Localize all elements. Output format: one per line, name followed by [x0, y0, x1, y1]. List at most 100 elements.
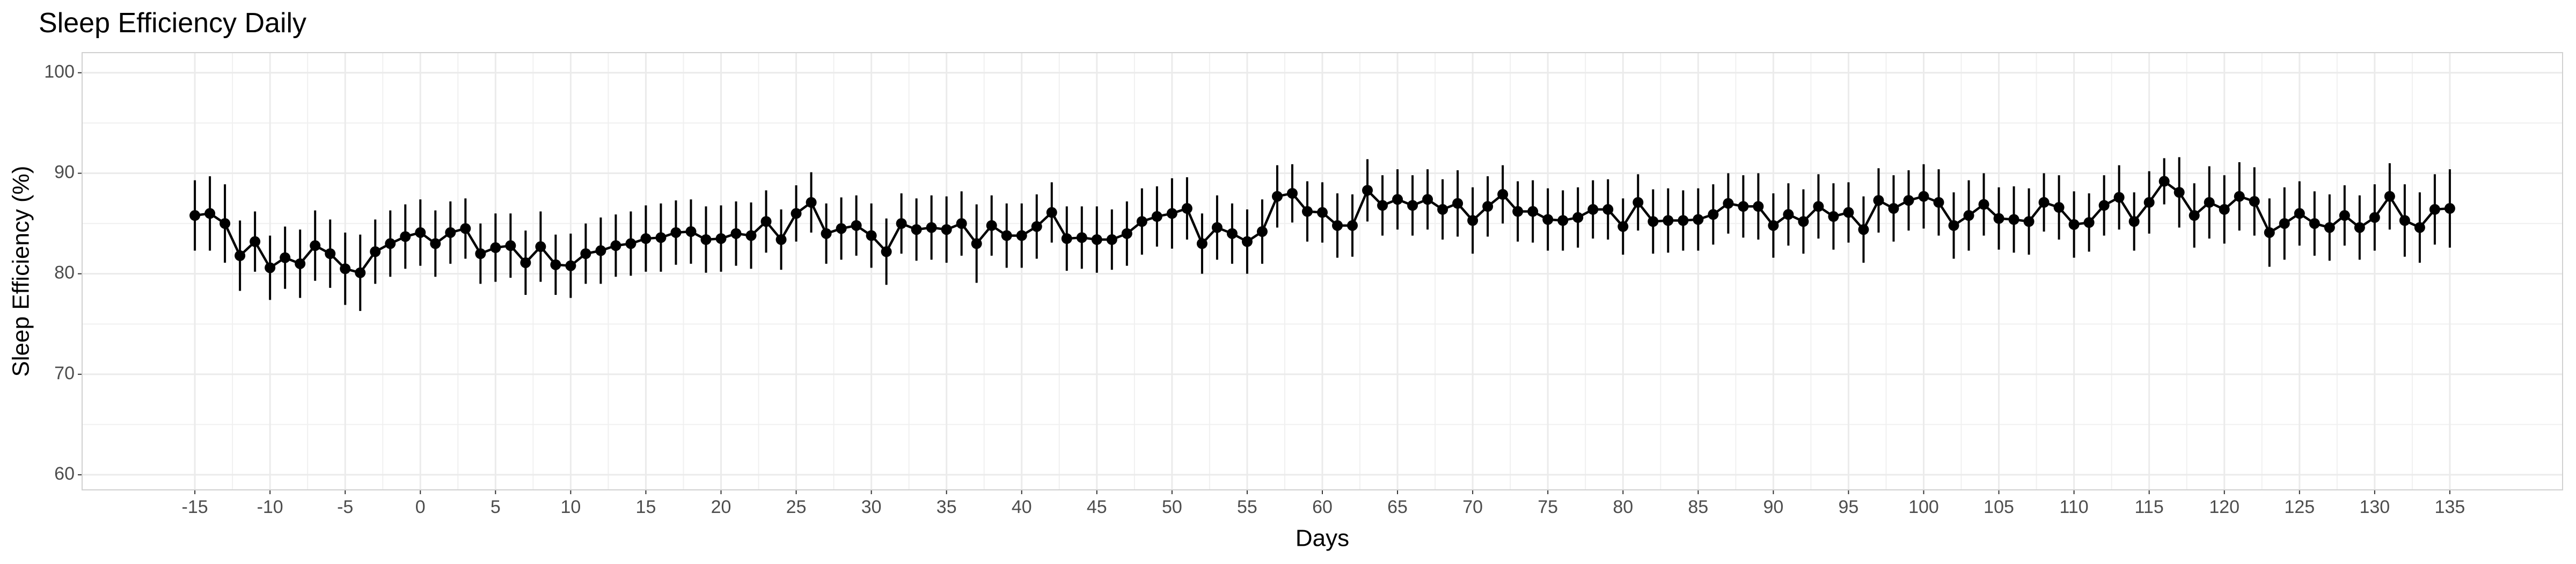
point [1061, 233, 1072, 244]
point [520, 257, 531, 269]
point [2053, 202, 2065, 213]
y-axis-title: Sleep Efficiency (%) [8, 166, 34, 377]
point [385, 238, 396, 249]
point [670, 227, 682, 238]
chart-title: Sleep Efficiency Daily [39, 8, 306, 39]
point [1256, 226, 1268, 237]
point [1121, 228, 1132, 239]
point [1828, 211, 1839, 222]
point [550, 259, 561, 270]
point [2369, 212, 2380, 223]
point [911, 224, 922, 235]
point [851, 220, 862, 231]
point [1211, 222, 1223, 233]
x-tick-label: 130 [2359, 497, 2390, 517]
point [505, 240, 516, 251]
x-tick-label: 45 [1087, 497, 1107, 517]
point [2264, 227, 2275, 238]
point [1933, 197, 1944, 208]
point [866, 230, 877, 241]
point [355, 267, 366, 278]
x-tick-label: -5 [337, 497, 353, 517]
point [340, 263, 351, 274]
x-tick-label: 75 [1538, 497, 1558, 517]
x-tick-label: 95 [1839, 497, 1859, 517]
point [625, 238, 636, 249]
point [2324, 222, 2335, 233]
x-tick-label: 25 [786, 497, 807, 517]
point [2444, 203, 2455, 214]
point [1497, 189, 1509, 200]
point [715, 233, 727, 244]
point [430, 238, 441, 249]
point [2083, 217, 2095, 228]
point [1663, 215, 1674, 226]
point [1377, 200, 1388, 211]
point [2339, 210, 2350, 221]
point [2219, 204, 2230, 215]
point [1843, 207, 1854, 218]
x-tick-label: 80 [1613, 497, 1633, 517]
y-tick-label: 90 [54, 162, 75, 183]
point [189, 210, 201, 221]
point [2143, 197, 2155, 208]
point [280, 252, 291, 263]
point [1317, 207, 1328, 218]
point [1286, 187, 1298, 199]
point [370, 246, 381, 257]
point [219, 218, 231, 229]
point [1542, 214, 1554, 225]
point [2414, 222, 2425, 233]
point [460, 223, 471, 234]
point [595, 245, 606, 256]
point [1271, 191, 1283, 202]
point [580, 248, 591, 259]
point [325, 248, 336, 259]
point [1031, 221, 1042, 232]
point [1948, 220, 1959, 231]
point [2294, 208, 2305, 219]
x-tick-label: 115 [2135, 497, 2164, 517]
point [1467, 215, 1479, 226]
x-tick-label: 105 [1984, 497, 2014, 517]
point [1723, 198, 1734, 209]
point [1527, 206, 1539, 217]
point [1873, 195, 1884, 206]
x-tick-label: 90 [1763, 497, 1783, 517]
point [1783, 209, 1794, 220]
point [490, 242, 501, 254]
point [896, 218, 907, 229]
point [1437, 204, 1448, 215]
point [1392, 194, 1403, 205]
point [565, 260, 576, 271]
x-tick-label: 120 [2209, 497, 2240, 517]
point [2189, 210, 2200, 221]
point [1557, 215, 1569, 226]
point [836, 223, 847, 234]
point [745, 230, 757, 241]
point [2113, 192, 2125, 203]
x-tick-label: 50 [1162, 497, 1182, 517]
point [1993, 213, 2004, 224]
point [1347, 220, 1358, 231]
point [1512, 206, 1524, 217]
point [2158, 176, 2170, 187]
point [250, 236, 261, 247]
point [2128, 216, 2140, 227]
point [881, 246, 892, 257]
point [2008, 214, 2019, 225]
point [1587, 204, 1599, 215]
point [1753, 201, 1764, 212]
x-tick-label: 65 [1387, 497, 1408, 517]
point [2204, 197, 2215, 208]
x-tick-label: 135 [2435, 497, 2465, 517]
point [265, 262, 276, 273]
x-tick-label: 60 [1312, 497, 1333, 517]
point [1813, 201, 1824, 212]
point [941, 224, 952, 235]
point [295, 258, 306, 269]
point [971, 238, 982, 249]
x-tick-label: 110 [2059, 497, 2088, 517]
point [610, 240, 621, 251]
